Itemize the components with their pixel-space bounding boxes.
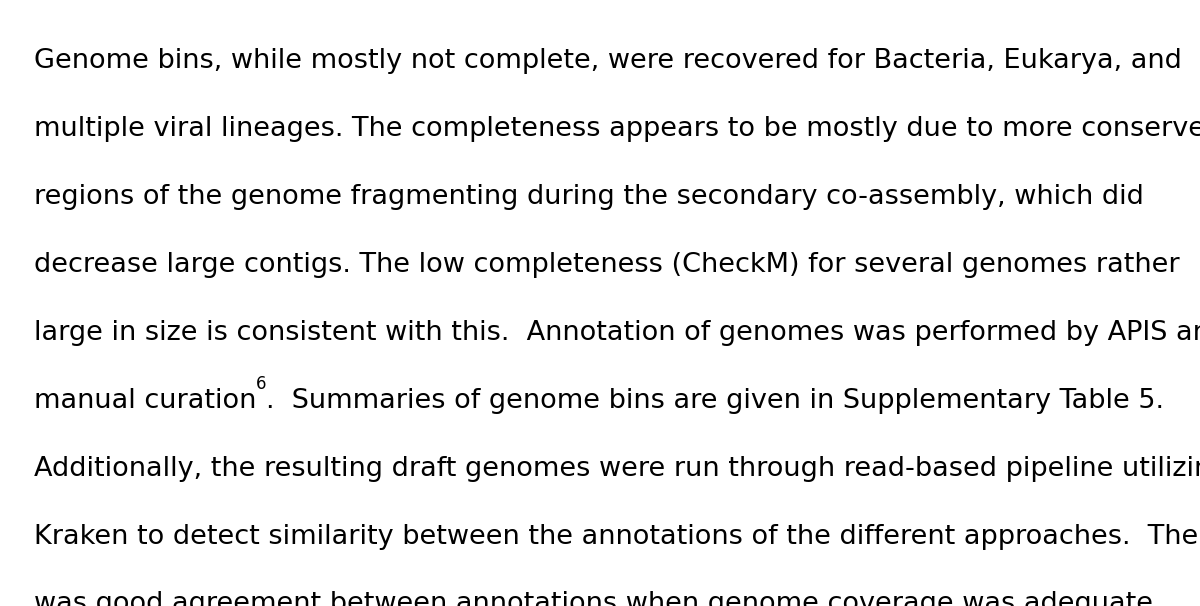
Text: manual curation: manual curation — [34, 388, 256, 414]
Text: 6: 6 — [256, 375, 266, 393]
Text: regions of the genome fragmenting during the secondary co-assembly, which did: regions of the genome fragmenting during… — [34, 184, 1144, 210]
Text: Genome bins, while mostly not complete, were recovered for Bacteria, Eukarya, an: Genome bins, while mostly not complete, … — [34, 48, 1182, 75]
Text: multiple viral lineages. The completeness appears to be mostly due to more conse: multiple viral lineages. The completenes… — [34, 116, 1200, 142]
Text: decrease large contigs. The low completeness (CheckM) for several genomes rather: decrease large contigs. The low complete… — [34, 252, 1180, 278]
Text: Additionally, the resulting draft genomes were run through read-based pipeline u: Additionally, the resulting draft genome… — [34, 456, 1200, 482]
Text: large in size is consistent with this.  Annotation of genomes was performed by A: large in size is consistent with this. A… — [34, 320, 1200, 346]
Text: Kraken to detect similarity between the annotations of the different approaches.: Kraken to detect similarity between the … — [34, 524, 1200, 550]
Text: .  Summaries of genome bins are given in Supplementary Table 5.: . Summaries of genome bins are given in … — [266, 388, 1164, 414]
Text: was good agreement between annotations when genome coverage was adequate.: was good agreement between annotations w… — [34, 591, 1162, 606]
